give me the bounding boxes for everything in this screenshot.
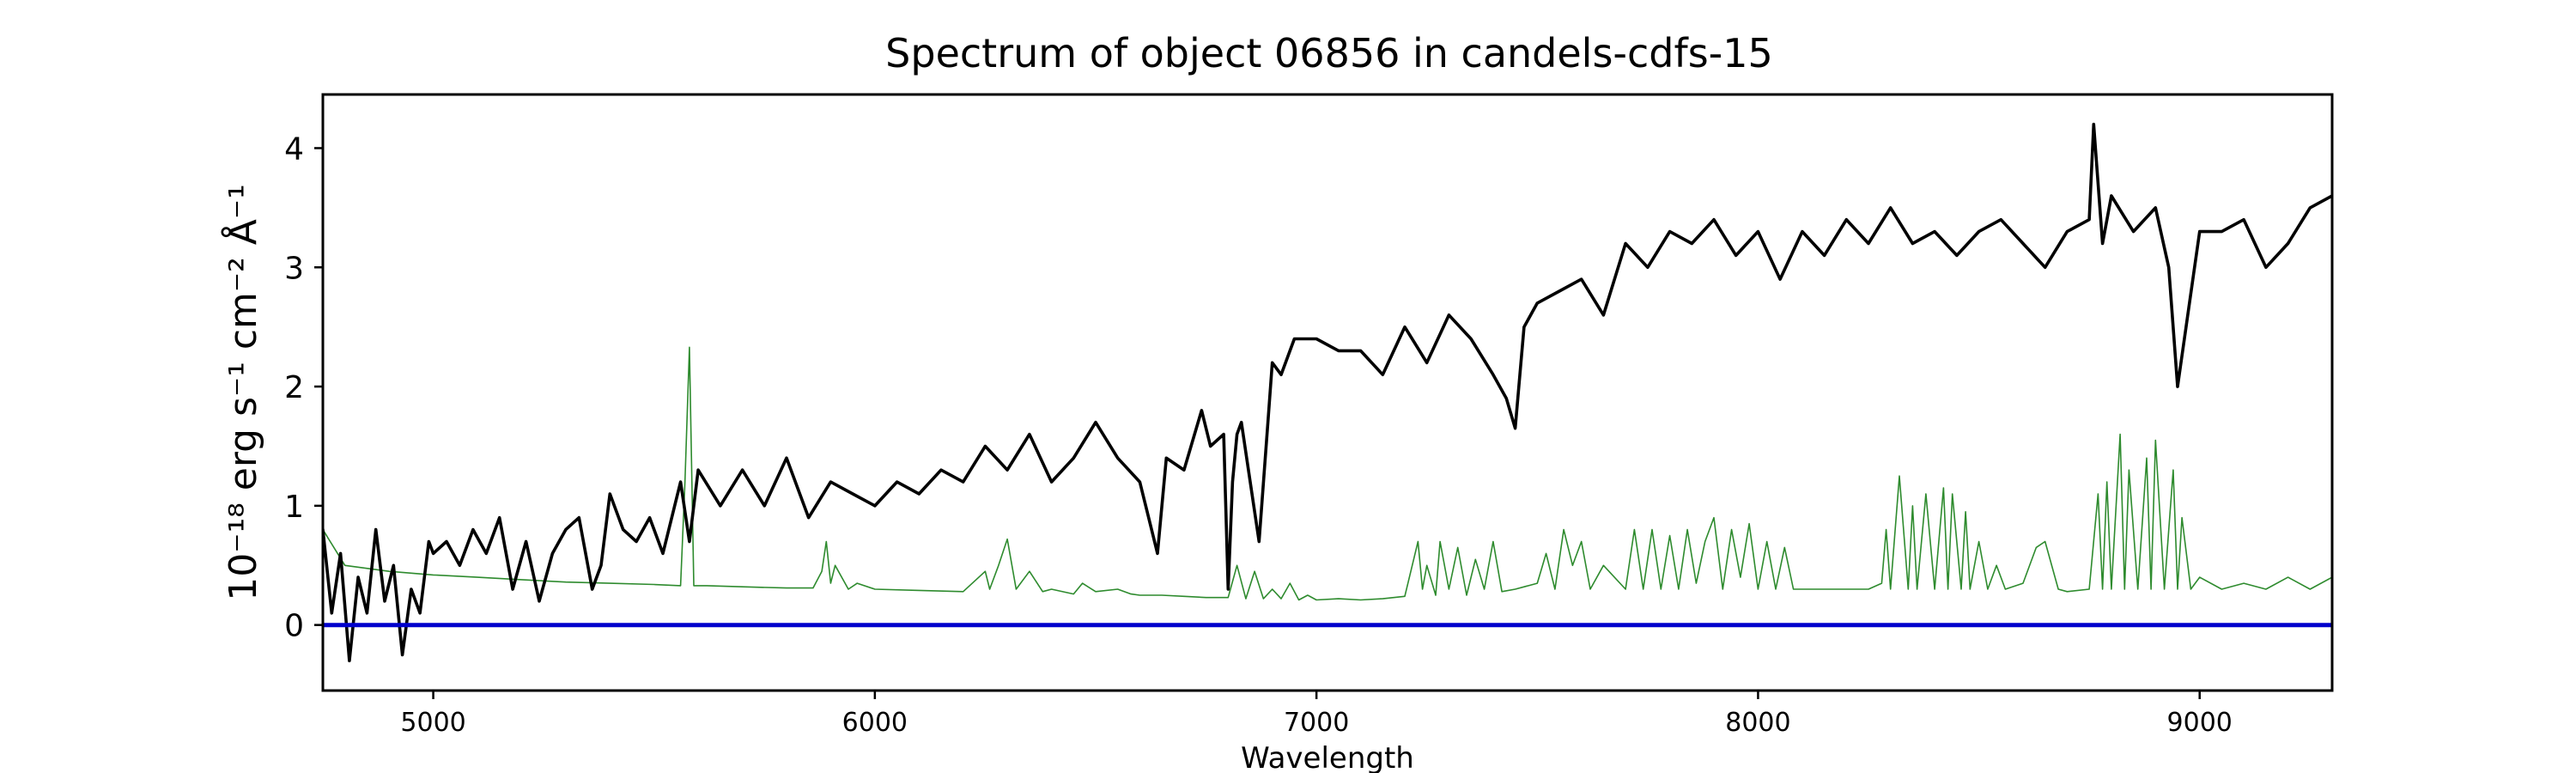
x-axis: 5000 6000 7000 8000 9000 — [400, 691, 2233, 738]
y-tick-label: 3 — [284, 251, 304, 286]
y-tick-label: 4 — [284, 131, 304, 167]
y-tick-label: 2 — [284, 370, 304, 405]
x-tick-label: 5000 — [400, 708, 465, 738]
observed-spectrum-line — [323, 122, 2332, 663]
x-tick-label: 6000 — [842, 708, 908, 738]
y-tick-label: 1 — [284, 490, 304, 525]
x-tick-label: 9000 — [2167, 708, 2233, 738]
y-tick-label: 0 — [284, 609, 304, 644]
plot-frame — [321, 93, 2334, 692]
y-axis: 0 1 2 3 4 — [284, 131, 323, 644]
chart-title: Spectrum of object 06856 in candels-cdfs… — [885, 30, 1773, 76]
x-axis-label: Wavelength — [1241, 741, 1414, 773]
x-tick-label: 7000 — [1284, 708, 1349, 738]
x-tick-label: 8000 — [1725, 708, 1790, 738]
model-spectrum-line — [323, 346, 2332, 601]
y-axis-label: 10⁻¹⁸ erg s⁻¹ cm⁻² Å⁻¹ — [220, 184, 265, 600]
plot-area — [323, 122, 2332, 663]
